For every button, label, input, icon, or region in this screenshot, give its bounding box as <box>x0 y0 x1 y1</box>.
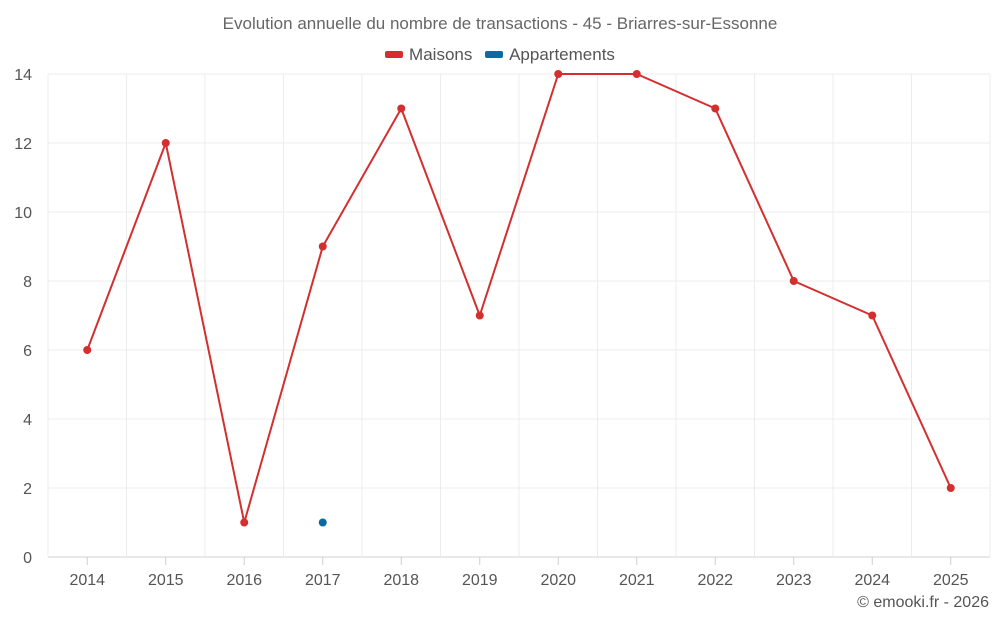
x-tick-label: 2015 <box>148 572 184 589</box>
y-tick-label: 2 <box>23 481 32 498</box>
legend-item-appartements[interactable]: Appartements <box>485 45 615 65</box>
x-tick-label: 2023 <box>776 572 812 589</box>
x-tick-label: 2022 <box>697 572 733 589</box>
data-point-maisons <box>83 346 92 354</box>
x-tick-label: 2020 <box>540 572 576 589</box>
axes: 0 2 4 6 8 10 12 14 2014 2015 2016 2017 2018 2019 2020 2… <box>14 67 968 589</box>
series <box>83 70 955 527</box>
data-point-maisons <box>240 518 249 527</box>
data-point-maisons <box>397 104 406 113</box>
y-tick-label: 14 <box>14 67 32 84</box>
x-tick-label: 2025 <box>933 572 969 589</box>
data-point-maisons <box>789 277 798 285</box>
y-tick-label: 0 <box>23 550 32 567</box>
y-tick-label: 4 <box>23 412 32 429</box>
series-maisons <box>83 70 955 527</box>
chart-legend: Maisons Appartements <box>0 45 1000 65</box>
x-tick-label: 2014 <box>69 572 105 589</box>
legend-label-appartements: Appartements <box>509 45 615 64</box>
x-tick-label: 2021 <box>619 572 655 589</box>
data-point-maisons <box>475 311 484 320</box>
data-point-maisons <box>868 311 877 320</box>
y-tick-label: 10 <box>14 205 32 222</box>
data-point-maisons <box>554 70 563 78</box>
data-point-maisons <box>161 139 170 147</box>
data-point-maisons <box>946 484 955 492</box>
data-point-appartements <box>318 518 327 527</box>
x-tick-label: 2019 <box>462 572 498 589</box>
y-tick-label: 8 <box>23 274 32 291</box>
credit-text: © emooki.fr - 2026 <box>857 594 989 611</box>
data-point-maisons <box>632 70 641 78</box>
series-line-maisons <box>86 73 952 524</box>
x-tick-label: 2017 <box>305 572 341 589</box>
chart-title: Evolution annuelle du nombre de transact… <box>222 14 778 33</box>
y-tick-label: 6 <box>23 343 32 360</box>
x-tick-label: 2018 <box>383 572 419 589</box>
legend-swatch-appartements <box>485 51 504 59</box>
x-tick-label: 2024 <box>854 572 890 589</box>
legend-item-maisons[interactable]: Maisons <box>385 45 472 65</box>
x-tick-label: 2016 <box>226 572 262 589</box>
y-tick-label: 12 <box>14 136 32 153</box>
legend-label-maisons: Maisons <box>409 45 473 64</box>
data-point-maisons <box>711 104 720 113</box>
series-appartements <box>318 518 327 527</box>
grid <box>47 73 991 558</box>
data-point-maisons <box>318 242 327 251</box>
legend-swatch-maisons <box>385 51 404 59</box>
